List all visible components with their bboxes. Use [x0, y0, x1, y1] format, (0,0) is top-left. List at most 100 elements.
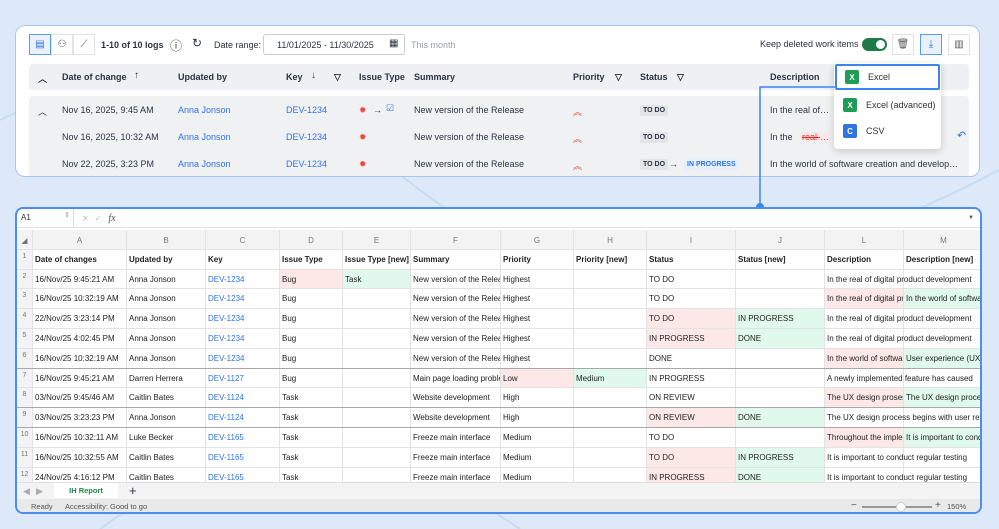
cell[interactable]: Bug [280, 309, 343, 328]
cell[interactable] [343, 309, 411, 328]
cell[interactable]: It is important to conduct [904, 427, 980, 447]
cell[interactable]: High [501, 408, 574, 427]
trash-button[interactable]: 🗑 [892, 34, 914, 55]
column-header[interactable]: J [736, 230, 825, 249]
cell[interactable]: Anna Jonson [127, 269, 206, 289]
table-row[interactable]: ︿ Nov 16, 2025, 9:45 AM Anna Jonson DEV-… [29, 96, 969, 123]
export-excel[interactable]: X Excel [835, 64, 940, 90]
cell[interactable]: Highest [501, 328, 574, 348]
cell[interactable]: TO DO [647, 447, 736, 467]
cell[interactable]: DEV-1124 [206, 388, 280, 408]
cell[interactable]: Luke Becker [127, 427, 206, 447]
column-header[interactable]: E [343, 230, 411, 249]
user-link[interactable]: Anna Jonson [178, 132, 231, 142]
cell[interactable]: In the real of digital product developme… [825, 289, 904, 309]
col-priority[interactable]: Priority [573, 72, 605, 82]
header-cell[interactable]: Description [new] [904, 250, 980, 269]
cell[interactable] [736, 269, 825, 289]
cell[interactable]: IN PROGRESS [736, 447, 825, 467]
expand-icon[interactable]: ▼ [968, 215, 974, 221]
cell[interactable]: Highest [501, 348, 574, 368]
cell[interactable] [904, 309, 980, 328]
column-header[interactable]: A [33, 230, 127, 249]
cell[interactable]: 03/Nov/25 3:23:23 PM [33, 408, 127, 427]
cell[interactable]: Main page loading problem [411, 368, 501, 388]
cell[interactable]: TO DO [647, 309, 736, 328]
cell[interactable]: 16/Nov/25 10:32:19 AM [33, 289, 127, 309]
cell[interactable]: Anna Jonson [127, 408, 206, 427]
cell[interactable]: Website development [411, 388, 501, 408]
column-header[interactable]: G [501, 230, 574, 249]
cell[interactable] [574, 427, 647, 447]
cell[interactable]: 16/Nov/25 9:45:21 AM [33, 368, 127, 388]
cell[interactable]: The UX design process begins with user r… [825, 408, 980, 427]
cell[interactable] [736, 388, 825, 408]
row-number[interactable]: 5 [17, 328, 33, 348]
cell[interactable]: Anna Jonson [127, 328, 206, 348]
cell[interactable] [343, 388, 411, 408]
cell[interactable]: IN PROGRESS [647, 467, 736, 487]
col-description[interactable]: Description [770, 72, 820, 82]
cell[interactable]: Anna Jonson [127, 309, 206, 328]
cell[interactable]: Task [280, 408, 343, 427]
cell[interactable] [904, 270, 980, 289]
cell[interactable]: It is important to conduct regular testi… [825, 447, 967, 467]
cell[interactable]: DEV-1234 [206, 328, 280, 348]
cell[interactable]: Task [280, 467, 343, 487]
row-number[interactable]: 3 [17, 289, 33, 309]
cell[interactable] [343, 408, 411, 427]
header-cell[interactable]: Summary [411, 249, 501, 269]
cell[interactable]: TO DO [647, 289, 736, 309]
cell[interactable] [343, 447, 411, 467]
cell[interactable]: Task [343, 269, 411, 289]
add-sheet-icon[interactable]: + [129, 483, 137, 498]
export-button[interactable]: ⤓ [920, 34, 942, 55]
row-number[interactable]: 2 [17, 269, 33, 289]
header-cell[interactable]: Priority [501, 249, 574, 269]
cell[interactable]: 22/Nov/25 3:23:14 PM [33, 309, 127, 328]
cell[interactable]: Anna Jonson [127, 348, 206, 368]
cell[interactable]: New version of the Release [411, 328, 501, 348]
cell[interactable]: Low [501, 368, 574, 388]
header-cell[interactable]: Key [206, 249, 280, 269]
columns-button[interactable]: ▥ [948, 34, 970, 55]
collapse-all-icon[interactable]: ︿ [38, 74, 48, 84]
cell[interactable] [574, 408, 647, 427]
cell[interactable]: Darren Herrera [127, 368, 206, 388]
cell[interactable] [736, 289, 825, 309]
cell[interactable] [736, 368, 825, 388]
cell[interactable] [343, 289, 411, 309]
col-summary[interactable]: Summary [414, 72, 456, 82]
cell[interactable] [343, 368, 411, 388]
name-box[interactable]: A1 ⇕ [17, 209, 74, 227]
cell[interactable] [574, 309, 647, 328]
cell[interactable]: IN PROGRESS [736, 309, 825, 328]
col-issue-type[interactable]: Issue Type [359, 72, 405, 82]
column-header[interactable]: H [574, 230, 647, 249]
calendar-icon[interactable]: ▦ [389, 38, 399, 49]
header-cell[interactable]: Issue Type [280, 249, 343, 269]
cell[interactable] [574, 388, 647, 408]
cell[interactable]: Medium [501, 447, 574, 467]
cell[interactable]: New version of the Release [411, 348, 501, 368]
cell[interactable]: Bug [280, 348, 343, 368]
cell[interactable]: DEV-1165 [206, 447, 280, 467]
fx-icon[interactable]: fx [108, 212, 116, 224]
column-header[interactable]: D [280, 230, 343, 249]
header-cell[interactable]: Updated by [127, 249, 206, 269]
cell[interactable]: DONE [647, 348, 736, 368]
cell[interactable] [343, 348, 411, 368]
sheet-tab-ih-report[interactable]: IH Report [54, 483, 118, 498]
row-number[interactable]: 1 [17, 249, 33, 269]
cell[interactable]: Medium [574, 368, 647, 388]
cell[interactable] [343, 328, 411, 348]
cell[interactable]: DEV-1234 [206, 289, 280, 309]
user-link[interactable]: Anna Jonson [178, 105, 231, 115]
cell[interactable]: 16/Nov/25 9:45:21 AM [33, 269, 127, 289]
cell[interactable]: The UX design process [904, 388, 980, 408]
select-all-corner[interactable]: ◢ [17, 230, 33, 249]
cell[interactable] [574, 447, 647, 467]
table-row[interactable]: Nov 16, 2025, 10:32 AM Anna Jonson DEV-1… [29, 123, 969, 150]
cell[interactable]: Task [280, 447, 343, 467]
row-number[interactable]: 11 [17, 447, 33, 467]
